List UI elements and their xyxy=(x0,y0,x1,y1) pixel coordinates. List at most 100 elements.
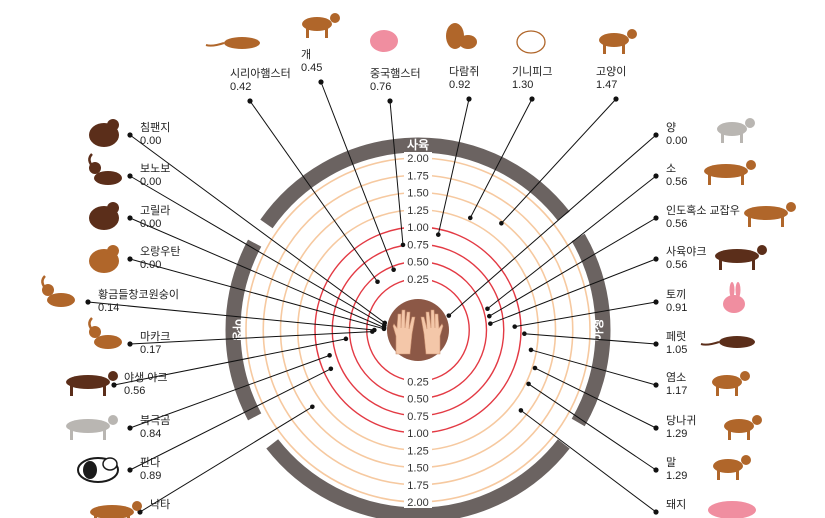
hand-icon xyxy=(420,309,444,355)
squirrel-icon xyxy=(446,23,477,49)
leader-line xyxy=(129,258,385,330)
leader-line xyxy=(528,383,657,471)
scale-label-lower: 0.75 xyxy=(407,411,428,423)
animal-value: 0.00 xyxy=(140,176,161,188)
scale-label-upper: 0.50 xyxy=(407,257,428,269)
camel-icon xyxy=(90,501,142,518)
outer-ring-segment xyxy=(260,137,570,229)
animal-name: 황금들창코원숭이 xyxy=(98,288,179,301)
scale-label-upper: 1.25 xyxy=(407,205,428,217)
leader-line xyxy=(448,134,657,317)
dog-icon xyxy=(302,13,340,38)
pig-icon xyxy=(708,501,756,518)
leader-line xyxy=(389,100,404,245)
animal-value: 0.89 xyxy=(140,470,161,482)
value-point xyxy=(532,365,538,371)
animal-name: 보노보 xyxy=(140,162,170,175)
outer-ring-segment xyxy=(266,439,570,518)
scale-label-upper: 1.00 xyxy=(407,222,428,234)
leader-lines xyxy=(85,79,659,515)
leader-dot-outer xyxy=(111,382,117,388)
animal-value: 0.56 xyxy=(666,176,687,188)
animal-name: 고릴라 xyxy=(140,204,170,217)
zebu-icon xyxy=(744,202,796,227)
leader-line xyxy=(524,333,657,345)
leader-dot-outer xyxy=(466,96,472,102)
leader-dot-outer xyxy=(127,425,133,431)
leader-line xyxy=(249,100,378,283)
leader-dot-outer xyxy=(387,98,393,104)
value-point xyxy=(369,329,375,334)
scale-label-upper: 0.75 xyxy=(407,239,428,251)
animal-name: 야생 야크 xyxy=(124,371,168,384)
animal-value: 0.92 xyxy=(449,79,470,91)
animal-value: 0.14 xyxy=(98,302,119,314)
value-point xyxy=(518,408,524,413)
scale-label-upper: 2.00 xyxy=(407,153,428,165)
leader-line xyxy=(139,406,313,513)
value-point xyxy=(528,347,534,353)
animal-name: 시리아햄스터 xyxy=(230,67,291,80)
leader-dot-outer xyxy=(127,215,133,221)
guinea-pig-icon xyxy=(516,30,546,54)
outer-ring-segment xyxy=(225,239,262,421)
leader-dot-outer xyxy=(127,173,133,179)
sheep-icon xyxy=(717,118,755,143)
leader-line xyxy=(501,98,617,224)
leader-dot-outer xyxy=(653,341,659,347)
leader-line xyxy=(469,98,533,219)
scale-label-lower: 1.25 xyxy=(407,445,428,457)
sector-label-right: 야생 xyxy=(590,319,605,341)
scale-label-upper: 1.50 xyxy=(407,188,428,200)
leader-dot-outer xyxy=(653,382,659,388)
leader-dot-outer xyxy=(653,215,659,221)
cat-icon xyxy=(599,29,637,54)
animal-name: 염소 xyxy=(666,371,686,384)
leader-dot-outer xyxy=(653,467,659,473)
golden-monkey-icon xyxy=(41,275,75,307)
value-point xyxy=(512,324,518,329)
leader-dot-outer xyxy=(247,98,253,104)
animal-value: 0.17 xyxy=(140,344,161,356)
leader-dot-outer xyxy=(653,173,659,179)
wild-yak-icon xyxy=(66,371,118,396)
animal-value: 0.00 xyxy=(140,259,161,271)
animal-value: 0.00 xyxy=(140,218,161,230)
animal-name: 말 xyxy=(666,456,676,469)
animal-name: 돼지 xyxy=(666,498,686,511)
leader-line xyxy=(490,258,657,325)
leader-line xyxy=(530,349,657,386)
animal-name: 오랑우탄 xyxy=(140,245,180,258)
value-point xyxy=(526,381,531,387)
domestic-yak-icon xyxy=(715,245,767,270)
animal-value: 0.45 xyxy=(301,62,322,74)
value-point xyxy=(488,321,493,326)
rabbit-icon xyxy=(723,282,745,313)
scale-label-lower: 1.50 xyxy=(407,463,428,475)
animal-value: 0.56 xyxy=(666,259,687,271)
animal-value: 0.91 xyxy=(666,302,687,314)
animal-value: 1.17 xyxy=(666,385,687,397)
leader-line xyxy=(514,301,657,328)
rat-icon xyxy=(205,37,260,49)
goat-icon xyxy=(712,371,750,396)
leader-line xyxy=(129,217,385,329)
leader-dot-outer xyxy=(653,132,659,138)
leader-dot-outer xyxy=(613,96,619,102)
polar-bear-icon xyxy=(66,415,118,440)
animal-name: 다람쥐 xyxy=(449,65,479,78)
animal-name: 기니피그 xyxy=(512,65,552,78)
leader-line xyxy=(487,175,657,310)
leader-dot-outer xyxy=(318,79,324,85)
animal-value: 0.84 xyxy=(140,428,161,440)
leader-line xyxy=(129,134,386,324)
value-point xyxy=(375,279,380,285)
orangutan-icon xyxy=(89,245,119,273)
animal-value: 1.29 xyxy=(666,470,687,482)
value-point xyxy=(391,267,396,272)
scale-label-lower: 0.25 xyxy=(407,376,428,388)
leader-dot-outer xyxy=(653,425,659,431)
leader-line xyxy=(320,81,395,270)
